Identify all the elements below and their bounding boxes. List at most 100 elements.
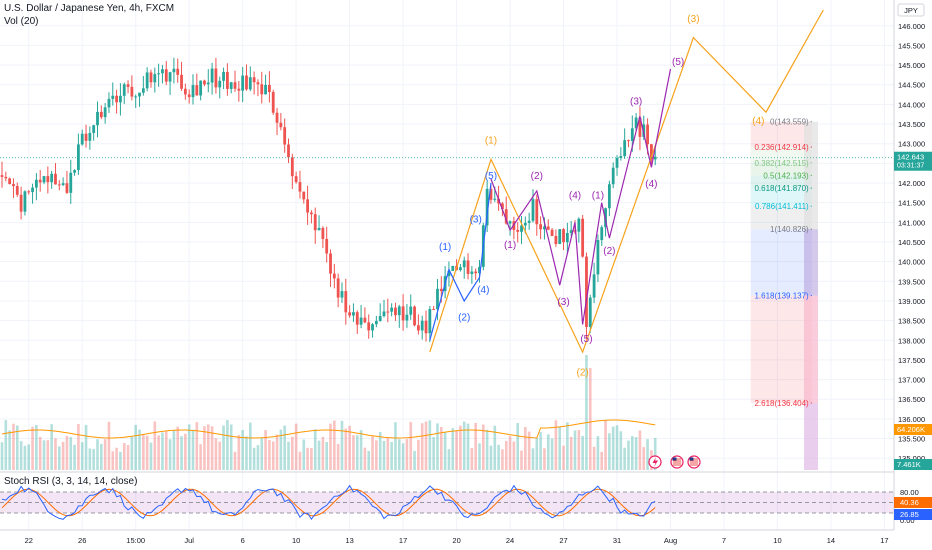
volume-bar	[333, 420, 336, 470]
candle	[432, 309, 436, 311]
volume-bar	[359, 430, 363, 470]
volume-bar	[485, 429, 489, 470]
candle	[562, 229, 565, 243]
candle	[0, 175, 4, 177]
volume-bar	[291, 436, 294, 470]
candle	[65, 183, 69, 193]
candle	[474, 271, 478, 274]
stoch-k-tag	[894, 509, 932, 520]
stoch-d-tag	[894, 497, 932, 508]
candle	[394, 307, 397, 316]
candle	[187, 94, 191, 98]
candle	[359, 317, 363, 325]
time-axis[interactable]	[0, 531, 894, 550]
volume-bar	[218, 441, 222, 470]
volume-bar	[642, 447, 646, 470]
candle	[321, 227, 325, 239]
candle	[80, 133, 84, 145]
volume-bar	[268, 439, 271, 470]
time-tick-label: 27	[559, 536, 567, 545]
candle	[374, 320, 378, 325]
symbol-title: U.S. Dollar / Japanese Yen, 4h, FXCM	[4, 3, 175, 14]
candle	[233, 82, 237, 89]
candle	[592, 274, 596, 298]
volume-bar	[562, 445, 565, 470]
candle	[501, 203, 504, 210]
volume-bar	[646, 439, 649, 470]
volume-bar	[543, 448, 546, 470]
candle	[73, 170, 76, 173]
price-axis[interactable]	[894, 0, 932, 550]
volume-bar	[310, 448, 313, 470]
price-tick-label: 136.500	[898, 395, 925, 404]
candle	[23, 191, 27, 212]
price-tick-label: 142.000	[898, 179, 925, 188]
volume-bar	[367, 451, 371, 470]
volume-bar	[172, 430, 176, 470]
time-tick-label: 22	[25, 536, 33, 545]
volume-bar	[604, 420, 607, 470]
volume-bar	[115, 447, 118, 470]
candle	[34, 179, 38, 188]
volume-bar	[497, 444, 500, 470]
volume-bar	[462, 421, 466, 470]
volume-bar	[470, 448, 474, 470]
price-tick-label: 138.000	[898, 336, 925, 345]
volume-bar	[42, 440, 46, 470]
price-tick-label: 145.500	[898, 41, 925, 50]
candle	[646, 124, 649, 145]
volume-bar	[69, 437, 73, 470]
volume-bar	[161, 432, 164, 470]
time-tick-label: Jul	[184, 536, 194, 545]
volume-bar	[504, 440, 508, 470]
volume-bar	[245, 436, 248, 470]
candle	[588, 297, 592, 327]
volume-bar	[271, 441, 275, 470]
volume-bar	[157, 435, 160, 470]
volume-bar	[344, 428, 348, 470]
volume-bar	[279, 429, 283, 470]
volume-bar	[355, 435, 359, 470]
fib-zone	[750, 188, 812, 207]
volume-bar	[283, 425, 286, 470]
volume-bar	[440, 426, 443, 470]
candle	[180, 74, 183, 89]
volume-bar	[378, 431, 382, 470]
volume-bar	[31, 426, 34, 470]
volume-bar	[493, 425, 497, 470]
wave-line	[429, 9, 824, 354]
candle	[111, 95, 115, 99]
candle	[183, 88, 187, 95]
volume-bar	[482, 424, 485, 470]
candle	[69, 172, 73, 193]
volume-bar	[8, 430, 11, 470]
candle	[218, 80, 222, 88]
current-price-tag	[894, 151, 932, 171]
fib-zone	[750, 147, 812, 163]
currency-button[interactable]	[897, 3, 925, 17]
candle	[84, 133, 88, 141]
candle	[210, 68, 214, 83]
price-tick-label: 143.500	[898, 120, 925, 129]
volume-bar	[15, 425, 19, 470]
candle	[252, 77, 256, 83]
volume-bar	[336, 444, 340, 470]
volume-bar	[145, 435, 149, 470]
volume-bar	[298, 451, 302, 470]
fib-level-label: 1(140.826)	[770, 225, 809, 234]
volume-bar	[264, 430, 267, 470]
volume-ma-tag-label: 64.206K	[897, 425, 925, 434]
candle	[195, 85, 199, 96]
candle	[577, 218, 581, 232]
volume-bar	[524, 427, 527, 470]
volume-bar	[195, 422, 199, 470]
volume-bar	[100, 443, 103, 470]
candle	[600, 227, 604, 241]
volume-bar	[241, 430, 244, 470]
volume-bar	[222, 425, 225, 470]
volume-bar	[187, 424, 191, 470]
price-tick-label: 140.500	[898, 238, 925, 247]
candle	[386, 311, 390, 313]
fib-level-label: 0.382(142.515)	[754, 159, 809, 168]
